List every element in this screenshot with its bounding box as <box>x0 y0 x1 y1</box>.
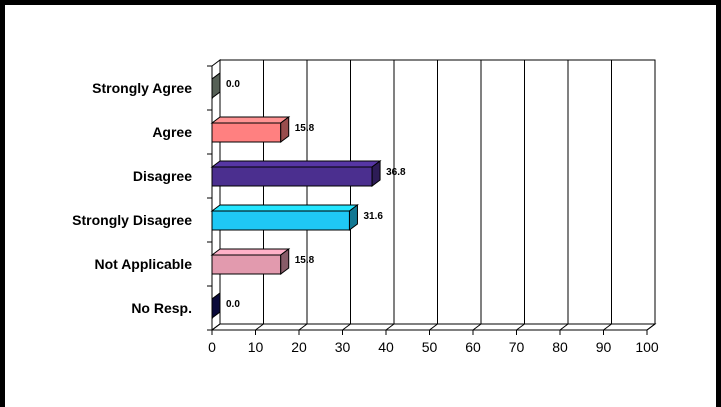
category-label: Agree <box>152 124 192 140</box>
category-label: No Resp. <box>131 300 192 316</box>
data-label: 0.0 <box>226 79 240 90</box>
x-tick-label: 80 <box>552 339 568 355</box>
category-label: Strongly Disagree <box>72 212 192 228</box>
bar-top <box>212 117 289 123</box>
plot-side-wall <box>212 60 220 330</box>
x-tick-label: 10 <box>248 339 264 355</box>
category-label: Disagree <box>133 168 192 184</box>
bar <box>212 211 349 230</box>
x-tick-label: 90 <box>596 339 612 355</box>
data-label: 15.8 <box>295 123 315 134</box>
x-tick-label: 70 <box>509 339 525 355</box>
data-label: 0.0 <box>226 299 240 310</box>
bar <box>212 167 372 186</box>
data-label: 15.8 <box>295 255 315 266</box>
bar <box>212 123 281 142</box>
bar <box>212 255 281 274</box>
data-label: 36.8 <box>386 167 406 178</box>
x-tick-label: 60 <box>465 339 481 355</box>
bar-top <box>212 161 380 167</box>
data-label: 31.6 <box>363 211 383 222</box>
bar-top <box>212 249 289 255</box>
category-label: Strongly Agree <box>92 80 192 96</box>
x-tick-label: 40 <box>378 339 394 355</box>
category-label: Not Applicable <box>95 256 193 272</box>
x-tick-label: 20 <box>291 339 307 355</box>
x-tick-label: 50 <box>422 339 438 355</box>
x-tick-label: 0 <box>208 339 216 355</box>
x-tick-label: 30 <box>335 339 351 355</box>
bar-top <box>212 205 357 211</box>
x-tick-label: 100 <box>635 339 659 355</box>
